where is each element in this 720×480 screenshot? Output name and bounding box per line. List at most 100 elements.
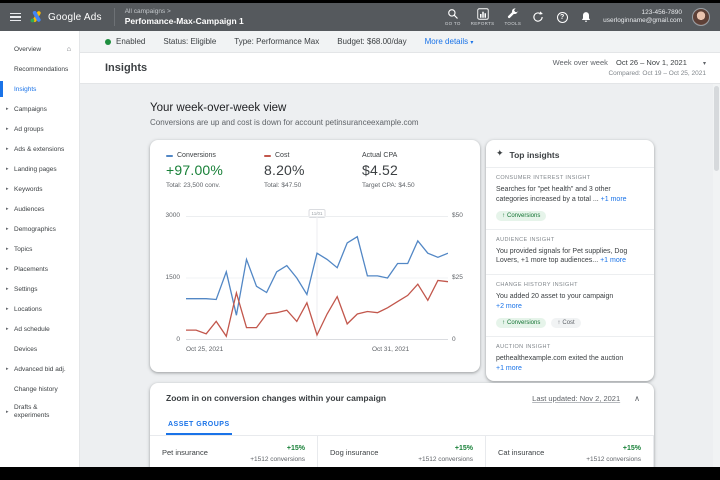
insight-audience: AUDIENCE INSIGHT You provided signals fo… <box>486 228 654 275</box>
more-link[interactable]: +1 more <box>600 195 627 203</box>
y-axis-right-tick: $50 <box>452 212 463 219</box>
account-phone: 123-456-7890 <box>641 8 682 16</box>
change-percent: +15% <box>286 445 305 452</box>
asset-group-cat-insurance[interactable]: Cat insurance +15% +1512 conversions <box>486 436 654 467</box>
sidebar-item-audiences[interactable]: ▸ Audiences <box>6 205 45 213</box>
sparkle-icon: ✦ <box>496 148 504 158</box>
sidebar-item-ad-schedule[interactable]: ▸ Ad schedule <box>6 325 50 333</box>
product-name: Google Ads <box>48 11 102 23</box>
reports-button[interactable]: REPORTS <box>471 8 495 26</box>
breadcrumb[interactable]: All campaigns > <box>124 7 171 15</box>
last-updated-link[interactable]: Last updated: Nov 2, 2021 <box>532 393 621 403</box>
insight-consumer-interest: CONSUMER INTEREST INSIGHT Searches for "… <box>486 167 654 229</box>
more-link[interactable]: +2 more <box>496 302 522 310</box>
tab-asset-groups[interactable]: ASSET GROUPS <box>166 415 232 435</box>
expand-arrow-icon: ▸ <box>6 166 9 172</box>
sidebar-item-topics[interactable]: ▸ Topics <box>6 245 33 253</box>
top-insights-card: ✦ Top insights CONSUMER INTEREST INSIGHT… <box>486 140 654 382</box>
x-axis-tick-start: Oct 25, 2021 <box>186 346 224 353</box>
wow-chart: 3000 1500 0 $50 $25 0 11/01 Oct 25, 2021… <box>150 206 480 372</box>
collapse-chevron-icon[interactable]: ∧ <box>634 393 640 403</box>
sidebar-item-insights[interactable]: Insights <box>0 79 79 99</box>
bell-icon <box>582 12 591 22</box>
cost-total: Total: $47.50 <box>264 182 302 189</box>
conversions-delta: +1512 conversions <box>586 455 641 463</box>
sidebar-item-recommendations[interactable]: Recommendations <box>14 65 69 73</box>
x-axis-tick-end: Oct 31, 2021 <box>372 346 410 353</box>
conversions-delta: +1512 conversions <box>418 455 473 463</box>
sidebar-item-keywords[interactable]: ▸ Keywords <box>6 185 43 193</box>
insight-auction: AUCTION INSIGHT pethealthexample.com exi… <box>486 335 654 382</box>
insight-change-history: CHANGE HISTORY INSIGHT You added 20 asse… <box>486 274 654 336</box>
conversions-chip[interactable]: ↑ Conversions <box>496 210 547 221</box>
tools-button[interactable]: TOOLS <box>504 8 521 26</box>
menu-icon[interactable] <box>0 12 30 22</box>
conversions-delta: +1512 conversions <box>250 455 305 463</box>
campaign-title: Perfomance-Max-Campaign 1 <box>124 15 244 26</box>
more-details-link[interactable]: More details ▾ <box>424 37 474 46</box>
notifications-button[interactable] <box>579 10 593 24</box>
more-link[interactable]: +1 more <box>600 257 626 265</box>
arrow-up-icon: ↑ <box>557 319 561 326</box>
asset-group-dog-insurance[interactable]: Dog insurance +15% +1512 conversions <box>318 436 486 467</box>
series-conversions <box>186 235 448 316</box>
campaign-status-bar: Enabled Status: Eligible Type: Performan… <box>80 31 720 53</box>
expand-arrow-icon: ▸ <box>6 206 9 212</box>
sidebar-item-landing-pages[interactable]: ▸ Landing pages <box>6 165 57 173</box>
account-info[interactable]: 123-456-7890 userloginname@gmail.com <box>603 9 682 26</box>
bar-chart-icon <box>476 8 489 20</box>
date-range-value: Oct 26 – Nov 1, 2021 <box>616 58 687 68</box>
avatar[interactable] <box>692 8 710 26</box>
expand-arrow-icon: ▸ <box>6 286 9 292</box>
refresh-icon <box>533 11 544 22</box>
chevron-down-icon: ▾ <box>702 61 706 68</box>
change-percent: +15% <box>622 445 641 452</box>
metric-cost: Cost 8.20% Total: $47.50 <box>264 152 348 189</box>
search-icon <box>447 9 458 19</box>
sidebar-item-drafts-experiments[interactable]: ▸ Drafts & experiments <box>6 404 50 419</box>
date-range-picker[interactable]: Week over week Oct 26 – Nov 1, 2021 ▾ Co… <box>553 57 720 79</box>
sidebar-item-demographics[interactable]: ▸ Demographics <box>6 225 56 233</box>
sidebar-item-overview[interactable]: Overview ⌂ <box>14 45 71 53</box>
status-eligible: Status: Eligible <box>163 37 217 46</box>
expand-arrow-icon: ▸ <box>6 366 9 372</box>
scrollbar-thumb[interactable] <box>714 86 719 171</box>
sidebar-item-advanced-bid-adj[interactable]: ▸ Advanced bid adj. <box>6 365 66 373</box>
y-axis-left-tick: 0 <box>176 336 180 343</box>
goto-search-button[interactable]: GO TO <box>445 8 461 26</box>
divider <box>113 8 115 26</box>
actual-cpa-value: $4.52 <box>362 162 399 178</box>
more-link[interactable]: +1 more <box>496 364 522 372</box>
week-over-week-card: Conversions +97.00% Total: 23,500 conv. … <box>150 140 480 372</box>
sidebar-item-ad-groups[interactable]: ▸ Ad groups <box>6 125 44 133</box>
sidebar-item-settings[interactable]: ▸ Settings <box>6 285 38 293</box>
y-axis-right-tick: $25 <box>452 274 463 281</box>
cost-chip[interactable]: ↑ Cost <box>551 317 581 328</box>
enabled-status[interactable]: Enabled <box>105 37 145 46</box>
scrollbar[interactable] <box>713 84 720 467</box>
expand-arrow-icon: ▸ <box>6 266 9 272</box>
google-ads-logo[interactable]: Google Ads <box>30 11 102 23</box>
conversions-total: Total: 23,500 conv. <box>166 182 221 189</box>
account-email: userloginname@gmail.com <box>603 17 682 24</box>
sidebar-item-ads-extensions[interactable]: ▸ Ads & extensions <box>6 145 65 153</box>
sidebar-item-locations[interactable]: ▸ Locations <box>6 305 42 313</box>
sidebar-item-devices[interactable]: Devices <box>14 345 38 353</box>
wow-chart-plot[interactable] <box>186 216 448 340</box>
cost-change-value: 8.20% <box>264 162 305 178</box>
app-bar: Google Ads All campaigns > Perfomance-Ma… <box>0 3 720 31</box>
app-window: Google Ads All campaigns > Perfomance-Ma… <box>0 3 720 467</box>
google-ads-logo-icon <box>30 11 41 23</box>
asset-group-pet-insurance[interactable]: Pet insurance +15% +1512 conversions <box>150 436 318 467</box>
help-icon: ? <box>556 11 568 23</box>
sidebar-item-change-history[interactable]: Change history <box>14 385 58 393</box>
help-button[interactable]: ? <box>555 10 569 24</box>
insight-category: CHANGE HISTORY INSIGHT <box>496 282 578 289</box>
refresh-button[interactable] <box>531 10 545 24</box>
sidebar-item-campaigns[interactable]: ▸ Campaigns <box>6 105 47 113</box>
arrow-up-icon: ↑ <box>502 319 505 326</box>
conversions-chip[interactable]: ↑ Conversions <box>496 317 547 328</box>
y-axis-left-tick: 3000 <box>165 212 180 219</box>
sidebar-item-placements[interactable]: ▸ Placements <box>6 265 48 273</box>
date-range-compared: Compared: Oct 19 – Oct 25, 2021 <box>608 70 706 78</box>
